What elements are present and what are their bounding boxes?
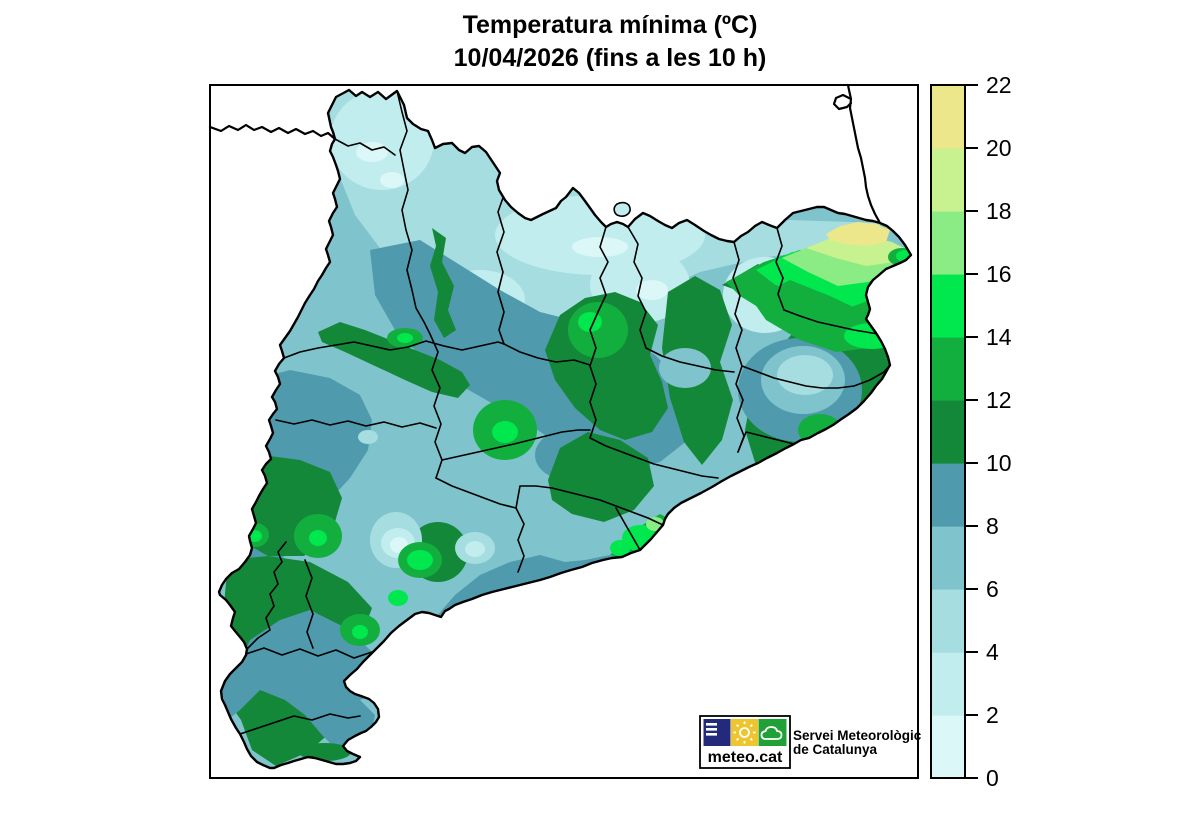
logo-text: meteo.cat (708, 749, 783, 766)
map-title: Temperatura mínima (ºC) (463, 11, 758, 39)
cloud-icon (760, 726, 783, 740)
france-border-line (208, 123, 337, 141)
colorbar-label-22: 22 (986, 72, 1012, 98)
catalonia-outline (217, 88, 913, 770)
colorbar-band-4-6 (931, 589, 965, 653)
menu-lines-icon (706, 723, 717, 736)
colorbar-band-6-8 (931, 526, 965, 590)
colorbar-label-12: 12 (986, 387, 1012, 413)
colorbar-label-20: 20 (986, 135, 1012, 161)
colorbar-label-14: 14 (986, 324, 1012, 350)
colorbar-band-20-22 (931, 85, 965, 149)
colorbar-band-0-2 (931, 715, 965, 779)
colorbar-label-16: 16 (986, 261, 1012, 287)
comarca-boundaries (227, 90, 891, 735)
org-name-line2: de Catalunya (793, 742, 878, 757)
colorbar-label-4: 4 (986, 639, 999, 665)
colorbar-label-6: 6 (986, 576, 999, 602)
colorbar-band-2-4 (931, 652, 965, 716)
colorbar-frame (930, 84, 966, 779)
colorbar-band-10-12 (931, 400, 965, 464)
map-subtitle: 10/04/2026 (fins a les 10 h) (454, 44, 767, 72)
colorbar-label-10: 10 (986, 450, 1012, 476)
colorbar-label-18: 18 (986, 198, 1012, 224)
llivia-enclave (613, 201, 631, 217)
colorbar-ticks: 0 2 4 6 8 10 12 14 16 18 20 22 (965, 72, 1012, 791)
french-coast-lagoon (832, 93, 853, 111)
colorbar-band-8-10 (931, 463, 965, 527)
colorbar-label-2: 2 (986, 702, 999, 728)
colorbar-band-16-18 (931, 211, 965, 275)
meteocat-logo: meteo.cat (699, 715, 791, 769)
colorbar-bands (931, 85, 965, 779)
org-name-line1: Servei Meteorològic (793, 728, 922, 743)
colorbar: 0 2 4 6 8 10 12 14 16 18 20 22 (930, 72, 1012, 791)
colorbar-band-12-14 (931, 337, 965, 401)
colorbar-label-0: 0 (986, 765, 999, 791)
colorbar-band-14-16 (931, 274, 965, 338)
colorbar-band-18-20 (931, 148, 965, 212)
colorbar-label-8: 8 (986, 513, 999, 539)
sun-icon (733, 721, 756, 744)
